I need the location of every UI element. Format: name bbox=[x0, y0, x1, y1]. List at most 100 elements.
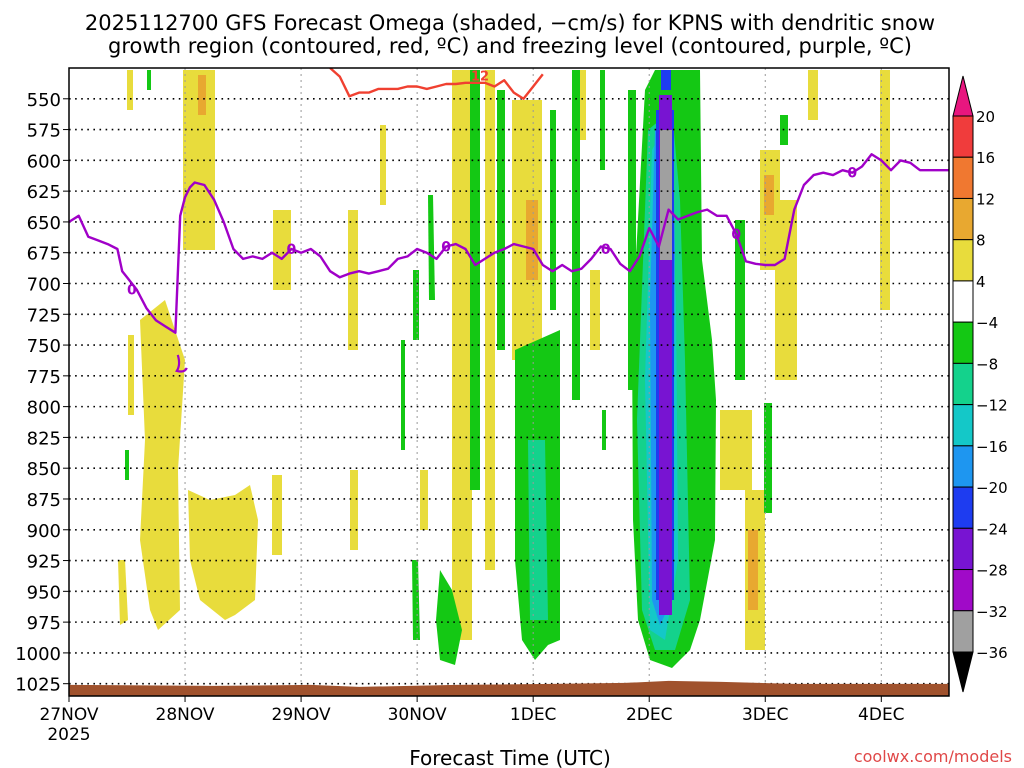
x-tick-label: 3DEC bbox=[742, 705, 789, 725]
shade-patch bbox=[748, 530, 758, 610]
y-tick-label: 1025 bbox=[15, 675, 61, 696]
shade-patch bbox=[412, 560, 420, 640]
y-tick-label: 1000 bbox=[15, 644, 61, 665]
shade-patch bbox=[350, 470, 358, 550]
colorbar-label: −32 bbox=[976, 603, 1008, 621]
colorbar-swatch bbox=[952, 445, 974, 488]
chart-title-line2: growth region (contoured, red, ºC) and f… bbox=[108, 34, 912, 58]
shade-patch bbox=[125, 450, 129, 480]
x-axis: 27NOV 28NOV 29NOV 30NOV 1DEC 2DEC 3DEC 4DEC 2025 bbox=[39, 696, 905, 745]
shade-patch bbox=[198, 75, 206, 115]
shade-patch bbox=[735, 220, 745, 380]
x-tick-label: 27NOV bbox=[39, 705, 98, 725]
shade-patch bbox=[470, 70, 480, 490]
shade-patch bbox=[600, 70, 605, 170]
colorbar-swatch bbox=[952, 527, 974, 571]
shade-patch bbox=[147, 70, 151, 90]
y-tick-label: 550 bbox=[27, 90, 61, 111]
y-tick-label: 900 bbox=[27, 521, 61, 542]
shade-patch bbox=[188, 485, 258, 620]
y-tick-label: 975 bbox=[27, 613, 61, 634]
shade-patch bbox=[764, 403, 772, 513]
shade-patch bbox=[127, 70, 133, 110]
colorbar-arrow-top bbox=[952, 75, 974, 117]
freezing-level-label: 0 bbox=[287, 242, 297, 258]
freezing-level-label: 0 bbox=[601, 242, 611, 258]
shade-patch bbox=[550, 110, 556, 310]
x-tick-label: 4DEC bbox=[858, 705, 905, 725]
x-tick-label: 2DEC bbox=[626, 705, 673, 725]
colorbar-swatch bbox=[952, 404, 974, 447]
shade-patch bbox=[128, 335, 134, 415]
shade-patch bbox=[764, 175, 774, 215]
y-tick-label: 725 bbox=[27, 305, 61, 326]
plot-frame bbox=[68, 67, 950, 697]
shade-patch bbox=[808, 70, 818, 120]
colorbar-swatch bbox=[952, 197, 974, 241]
y-tick-label: 750 bbox=[27, 336, 61, 357]
colorbar-swatch bbox=[952, 569, 974, 612]
colorbar-swatch bbox=[952, 362, 974, 406]
colorbar-swatch bbox=[952, 239, 974, 282]
colorbar-label: −24 bbox=[976, 520, 1008, 538]
x-year-label: 2025 bbox=[47, 725, 90, 745]
y-tick-label: 575 bbox=[27, 121, 61, 142]
colorbar-label: 20 bbox=[976, 108, 995, 126]
shade-patch bbox=[880, 70, 890, 310]
colorbar-swatch bbox=[952, 610, 974, 653]
shade-patch bbox=[452, 70, 472, 640]
grid-lines bbox=[69, 68, 949, 696]
colorbar-label: 12 bbox=[976, 190, 995, 208]
freezing-level-line bbox=[69, 152, 949, 334]
ground-fill bbox=[69, 680, 949, 696]
shade-patch bbox=[602, 410, 606, 450]
shade-patch bbox=[272, 475, 282, 555]
freezing-level-label: 0 bbox=[441, 240, 451, 256]
shade-patch bbox=[348, 210, 358, 350]
freezing-level-label: 0 bbox=[127, 283, 137, 299]
shade-patch bbox=[580, 70, 586, 140]
shade-patch bbox=[380, 125, 386, 205]
chart-title-line1: 2025112700 GFS Forecast Omega (shaded, −… bbox=[85, 11, 935, 35]
credit-link[interactable]: coolwx.com/models bbox=[854, 747, 1012, 766]
colorbar-swatch bbox=[952, 321, 974, 364]
colorbar-label: −12 bbox=[976, 397, 1008, 415]
omega-shading bbox=[118, 70, 890, 668]
colorbar-label: −8 bbox=[976, 355, 998, 373]
x-axis-title: Forecast Time (UTC) bbox=[409, 746, 611, 768]
colorbar-label: −20 bbox=[976, 479, 1008, 497]
freezing-level-label: 0 bbox=[847, 166, 857, 182]
colorbar-swatch bbox=[952, 280, 974, 323]
snow-growth-line bbox=[329, 68, 544, 101]
shade-patch bbox=[775, 200, 797, 380]
freezing-level-label: 0 bbox=[731, 227, 741, 243]
y-tick-label: 600 bbox=[27, 151, 61, 172]
colorbar-label: 8 bbox=[976, 232, 986, 250]
x-tick-label: 30NOV bbox=[388, 705, 447, 725]
shade-patch bbox=[413, 270, 419, 340]
y-tick-label: 775 bbox=[27, 367, 61, 388]
y-tick-label: 800 bbox=[27, 398, 61, 419]
colorbar-label: 4 bbox=[976, 273, 986, 291]
y-tick-label: 650 bbox=[27, 213, 61, 234]
colorbar-label: −28 bbox=[976, 562, 1008, 580]
snow-growth-label: 12 bbox=[471, 69, 489, 84]
shade-patch bbox=[660, 130, 672, 260]
shade-patch bbox=[140, 300, 185, 630]
x-tick-label: 29NOV bbox=[272, 705, 331, 725]
colorbar-label: −36 bbox=[976, 644, 1008, 662]
shade-patch bbox=[661, 70, 671, 90]
shade-patch bbox=[526, 200, 538, 280]
x-tick-label: 28NOV bbox=[156, 705, 215, 725]
colorbar-swatch bbox=[952, 115, 974, 158]
y-axis: 550 575 600 625 650 675 700 725 750 775 800 825 850 8… bbox=[15, 90, 69, 696]
shade-patch bbox=[436, 570, 462, 665]
colorbar-label: −16 bbox=[976, 438, 1008, 456]
colorbar-label: −4 bbox=[976, 314, 998, 332]
colorbar-label: 16 bbox=[976, 149, 995, 167]
shade-patch bbox=[401, 340, 405, 450]
y-tick-label: 875 bbox=[27, 490, 61, 511]
colorbar: 20 16 12 8 4 −4 −8 −12 −16 −20 −24 −28 −32 −36 bbox=[952, 75, 1008, 693]
contours: 0 0 0 0 0 0 12 bbox=[69, 68, 949, 373]
